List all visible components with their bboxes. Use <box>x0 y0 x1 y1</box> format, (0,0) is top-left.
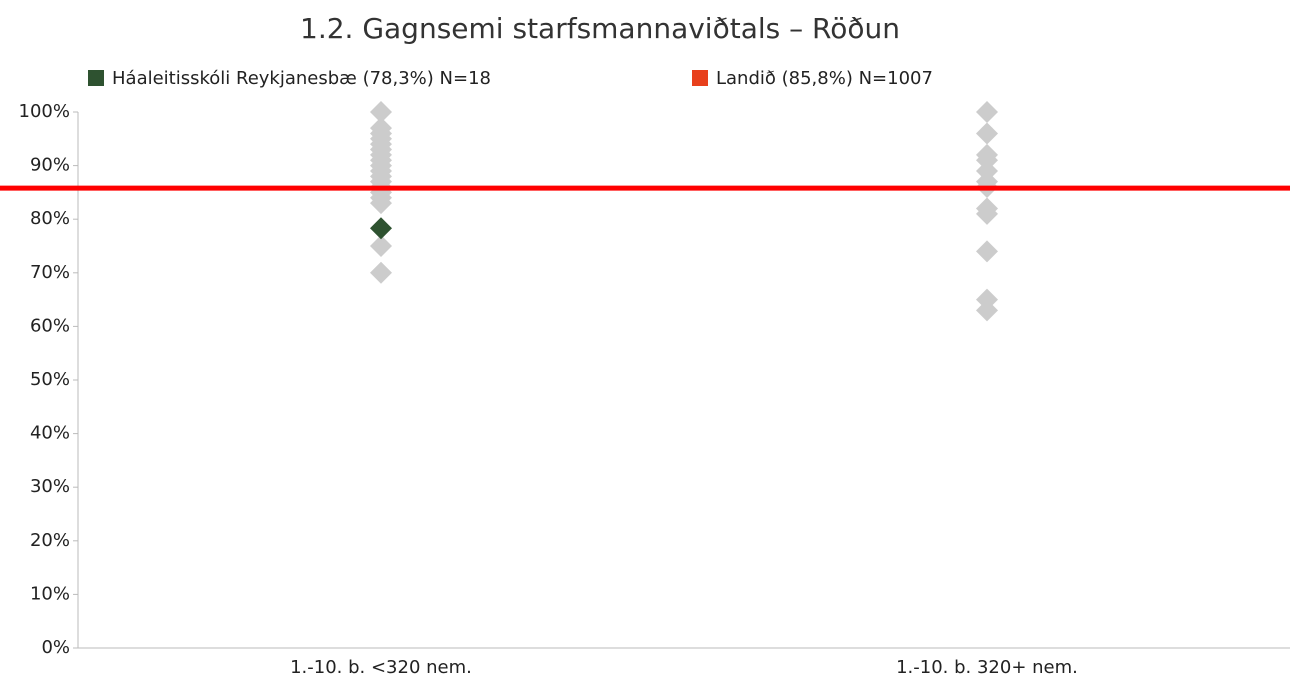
y-tick-label: 60% <box>30 315 70 336</box>
other-school <box>370 235 392 257</box>
y-tick-label: 20% <box>30 530 70 551</box>
y-tick-label: 30% <box>30 476 70 497</box>
x-tick-label: 1.-10. b. <320 nem. <box>290 657 472 674</box>
school-point <box>370 217 392 240</box>
other-school <box>370 261 392 284</box>
other-school <box>976 240 998 263</box>
x-tick-label: 1.-10. b. 320+ nem. <box>896 657 1078 674</box>
y-tick-label: 80% <box>30 208 70 229</box>
other-school <box>976 122 998 145</box>
other-school <box>976 101 998 123</box>
legend-label: Landið (85,8%) N=1007 <box>716 68 933 89</box>
y-tick-label: 50% <box>30 369 70 390</box>
legend-label: Háaleitisskóli Reykjanesbæ (78,3%) N=18 <box>112 68 491 89</box>
y-tick-label: 40% <box>30 423 70 444</box>
legend-swatch <box>88 70 104 86</box>
y-tick-label: 0% <box>41 637 70 658</box>
y-tick-label: 70% <box>30 262 70 283</box>
y-tick-label: 90% <box>30 155 70 176</box>
other-school <box>370 192 392 215</box>
legend-swatch <box>692 70 708 86</box>
chart-title: 1.2. Gagnsemi starfsmannaviðtals – Röðun <box>300 12 900 45</box>
other-school <box>976 202 998 225</box>
other-school <box>370 101 392 123</box>
y-tick-label: 100% <box>19 101 70 122</box>
y-tick-label: 10% <box>30 583 70 604</box>
other-school <box>976 299 998 322</box>
